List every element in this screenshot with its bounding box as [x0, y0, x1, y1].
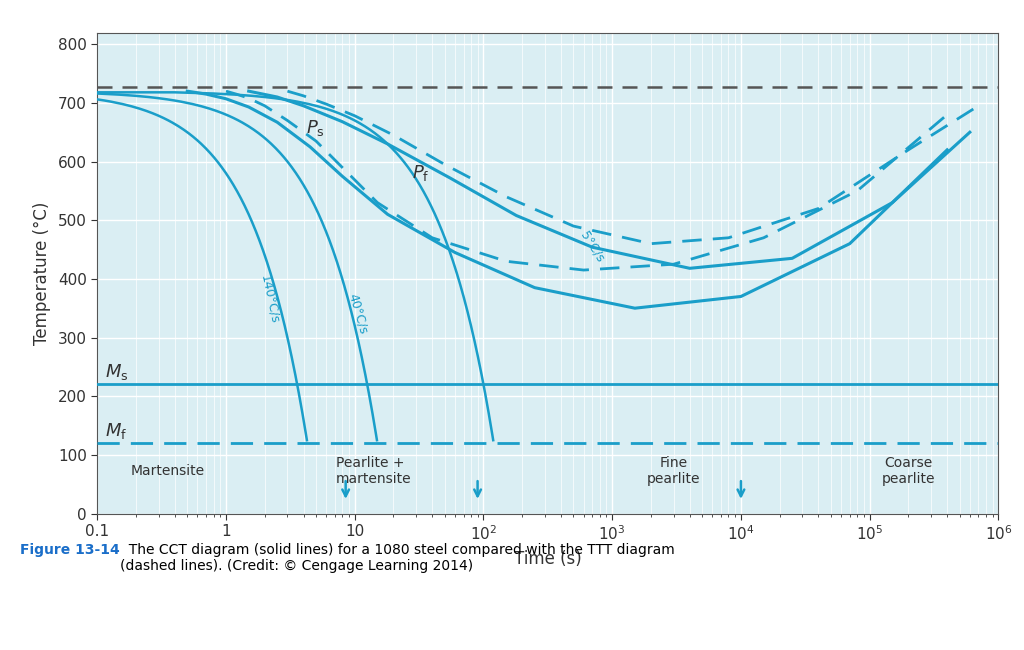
Text: 5°C/s: 5°C/s: [578, 229, 607, 265]
X-axis label: Time (s): Time (s): [514, 549, 582, 567]
Text: Martensite: Martensite: [130, 464, 204, 478]
Y-axis label: Temperature (°C): Temperature (°C): [33, 202, 51, 344]
Text: $M_{\rm f}$: $M_{\rm f}$: [105, 421, 127, 441]
Text: Pearlite +
martensite: Pearlite + martensite: [336, 456, 412, 486]
Text: 140°C/s: 140°C/s: [259, 274, 282, 325]
Text: The CCT diagram (solid lines) for a 1080 steel compared with the TTT diagram
(da: The CCT diagram (solid lines) for a 1080…: [120, 543, 675, 573]
Text: Figure 13-14: Figure 13-14: [20, 543, 120, 557]
Text: $P_{\rm s}$: $P_{\rm s}$: [306, 118, 325, 138]
Text: $P_{\rm f}$: $P_{\rm f}$: [413, 163, 430, 183]
Text: Fine
pearlite: Fine pearlite: [647, 456, 700, 486]
Text: 40°C/s: 40°C/s: [345, 292, 370, 336]
Text: Coarse
pearlite: Coarse pearlite: [882, 456, 935, 486]
Text: $M_{\rm s}$: $M_{\rm s}$: [105, 363, 129, 382]
